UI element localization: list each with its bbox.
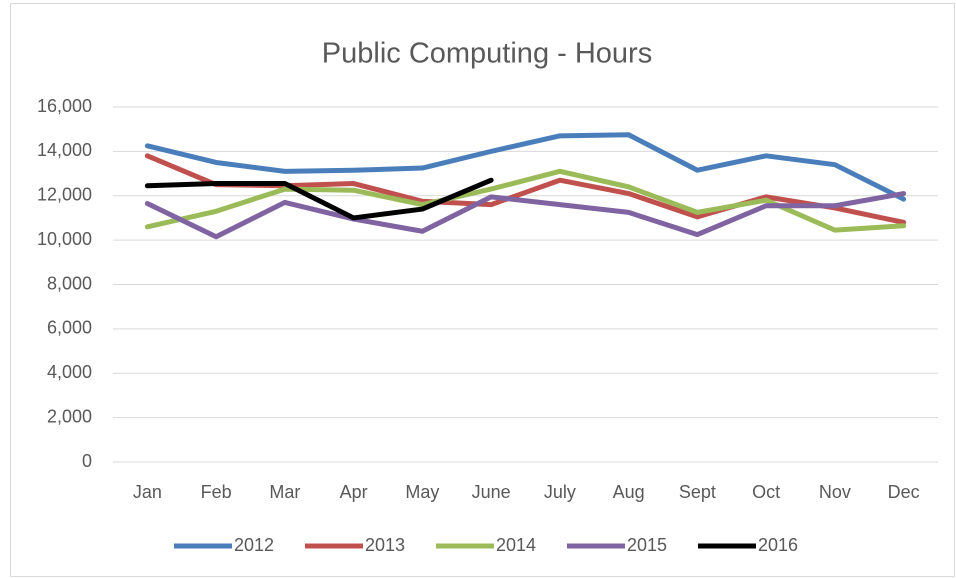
y-tick-label: 12,000 <box>37 185 92 205</box>
series-line <box>144 132 907 202</box>
y-tick-label: 8,000 <box>47 273 92 293</box>
series-line <box>144 191 907 240</box>
x-tick-label: Nov <box>819 482 851 502</box>
legend-label: 2012 <box>234 535 274 555</box>
y-tick-label: 10,000 <box>37 229 92 249</box>
x-tick-label: July <box>544 482 576 502</box>
legend-label: 2016 <box>758 535 798 555</box>
y-tick-label: 16,000 <box>37 96 92 116</box>
legend-label: 2014 <box>496 535 536 555</box>
x-tick-label: Aug <box>613 482 645 502</box>
y-tick-label: 14,000 <box>37 140 92 160</box>
x-tick-label: Jan <box>133 482 162 502</box>
x-tick-label: Feb <box>201 482 232 502</box>
y-tick-label: 6,000 <box>47 318 92 338</box>
y-tick-label: 2,000 <box>47 406 92 426</box>
series-line <box>144 177 494 221</box>
x-tick-label: June <box>472 482 511 502</box>
chart-border <box>10 3 955 577</box>
x-tick-label: Dec <box>888 482 920 502</box>
legend-label: 2013 <box>365 535 405 555</box>
x-tick-label: Mar <box>269 482 300 502</box>
x-tick-label: Apr <box>340 482 368 502</box>
x-tick-label: May <box>405 482 439 502</box>
y-tick-label: 4,000 <box>47 362 92 382</box>
x-tick-label: Sept <box>679 482 716 502</box>
legend-label: 2015 <box>627 535 667 555</box>
x-tick-label: Oct <box>752 482 780 502</box>
chart-title: Public Computing - Hours <box>322 38 652 70</box>
y-tick-label: 0 <box>82 451 92 471</box>
